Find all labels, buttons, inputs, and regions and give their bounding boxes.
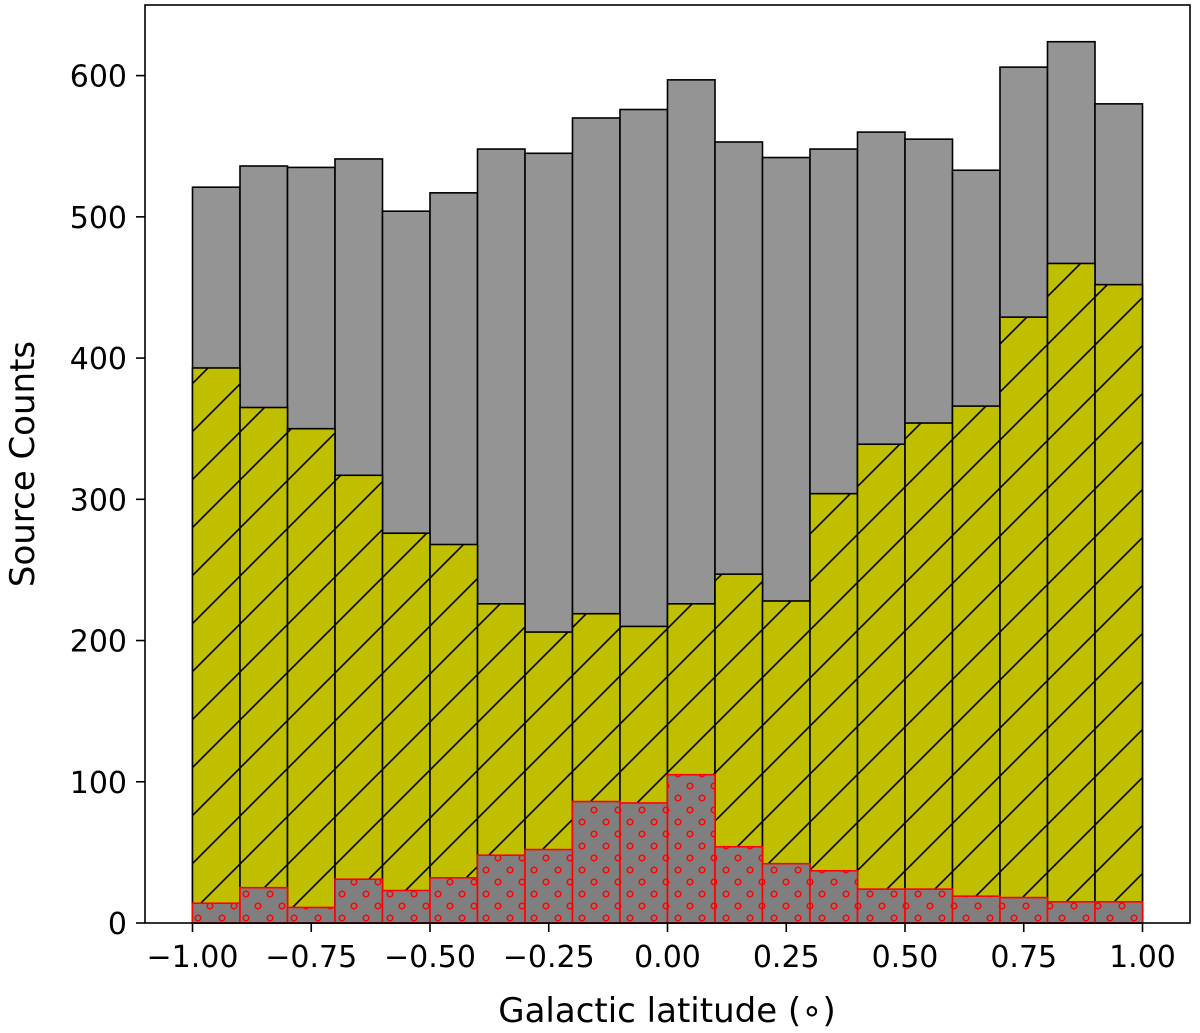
dotted-bar xyxy=(951,895,1001,924)
dotted-bar xyxy=(904,888,954,924)
dotted-bar xyxy=(809,869,859,924)
hatched-bar xyxy=(429,543,479,924)
hatched-bar xyxy=(381,532,431,924)
hatched-bar xyxy=(1094,283,1144,924)
dotted-bar xyxy=(856,888,906,924)
dotted-bar xyxy=(571,800,621,924)
dotted-bar xyxy=(381,889,431,924)
dotted-bar xyxy=(334,878,384,924)
hatched-bar xyxy=(856,443,906,924)
dotted-bar xyxy=(524,848,574,924)
y-tick-label: 100 xyxy=(70,766,127,801)
dotted-bar xyxy=(619,802,669,924)
dotted-bar xyxy=(666,773,716,924)
dotted-bar xyxy=(714,845,764,924)
x-tick-label: −1.00 xyxy=(147,940,239,975)
hatched-bar xyxy=(334,474,384,924)
y-tick-label: 500 xyxy=(70,201,127,236)
dotted-bar xyxy=(1094,901,1144,924)
dotted-bar xyxy=(761,862,811,924)
y-tick-label: 0 xyxy=(108,907,127,942)
y-tick-label: 400 xyxy=(70,342,127,377)
hatched-bar xyxy=(1046,262,1096,924)
hatched-bar xyxy=(809,492,859,924)
dotted-histogram-bars xyxy=(191,773,1144,924)
dotted-bar xyxy=(1046,901,1096,924)
y-tick-label: 600 xyxy=(70,60,127,95)
hatched-bar xyxy=(239,406,289,924)
y-axis-ticks: 0 100 200 300 400 500 600 xyxy=(70,60,145,942)
x-tick-label: 0.25 xyxy=(753,940,820,975)
x-tick-label: −0.75 xyxy=(265,940,357,975)
y-axis-label: Source Counts xyxy=(3,341,43,587)
y-tick-label: 200 xyxy=(70,625,127,660)
hatched-bar xyxy=(286,427,336,924)
y-tick-label: 300 xyxy=(70,483,127,518)
dotted-bar xyxy=(239,886,289,924)
x-tick-label: 0.00 xyxy=(634,940,701,975)
hatched-bar xyxy=(999,316,1049,924)
x-tick-label: −0.25 xyxy=(503,940,595,975)
dotted-bar xyxy=(191,902,241,924)
x-axis-ticks: −1.00 −0.75 −0.50 −0.25 0.00 0.25 0.50 0.75 1.00 xyxy=(147,923,1176,975)
dotted-bar xyxy=(999,896,1049,924)
hatched-bar xyxy=(951,405,1001,924)
x-tick-label: 0.50 xyxy=(872,940,939,975)
hatched-bar xyxy=(904,422,954,924)
hatched-bar xyxy=(191,367,241,924)
dotted-bar xyxy=(476,854,526,924)
x-axis-label: Galactic latitude (∘) xyxy=(498,991,836,1031)
x-tick-label: −0.50 xyxy=(384,940,476,975)
x-tick-label: 1.00 xyxy=(1109,940,1176,975)
dotted-bar xyxy=(429,877,479,924)
x-tick-label: 0.75 xyxy=(990,940,1057,975)
dotted-bar xyxy=(286,906,336,924)
